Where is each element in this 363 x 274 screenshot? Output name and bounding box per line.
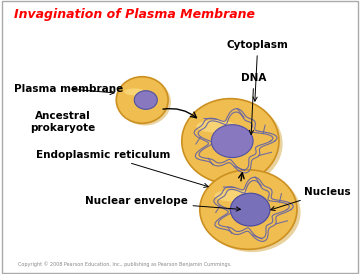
Ellipse shape — [231, 193, 270, 226]
Ellipse shape — [116, 77, 168, 123]
Ellipse shape — [215, 190, 253, 202]
Text: Cytoplasm: Cytoplasm — [227, 40, 289, 101]
Ellipse shape — [185, 101, 282, 186]
Ellipse shape — [124, 88, 145, 95]
Text: Ancestral
prokaryote: Ancestral prokaryote — [30, 111, 95, 133]
Text: Plasma membrane: Plasma membrane — [15, 84, 124, 95]
Ellipse shape — [119, 79, 171, 125]
Text: Invagination of Plasma Membrane: Invagination of Plasma Membrane — [15, 8, 256, 21]
Text: Nuclear envelope: Nuclear envelope — [85, 196, 240, 211]
Ellipse shape — [134, 91, 157, 109]
Ellipse shape — [200, 170, 297, 249]
Ellipse shape — [196, 120, 235, 133]
Text: Endoplasmic reticulum: Endoplasmic reticulum — [36, 150, 208, 187]
Ellipse shape — [211, 125, 253, 158]
Ellipse shape — [203, 173, 301, 252]
Text: Copyright © 2008 Pearson Education, Inc., publishing as Pearson Benjamin Cumming: Copyright © 2008 Pearson Education, Inc.… — [18, 261, 232, 267]
Text: DNA: DNA — [241, 73, 266, 135]
Ellipse shape — [182, 99, 279, 184]
Text: Nucleus: Nucleus — [271, 187, 351, 210]
